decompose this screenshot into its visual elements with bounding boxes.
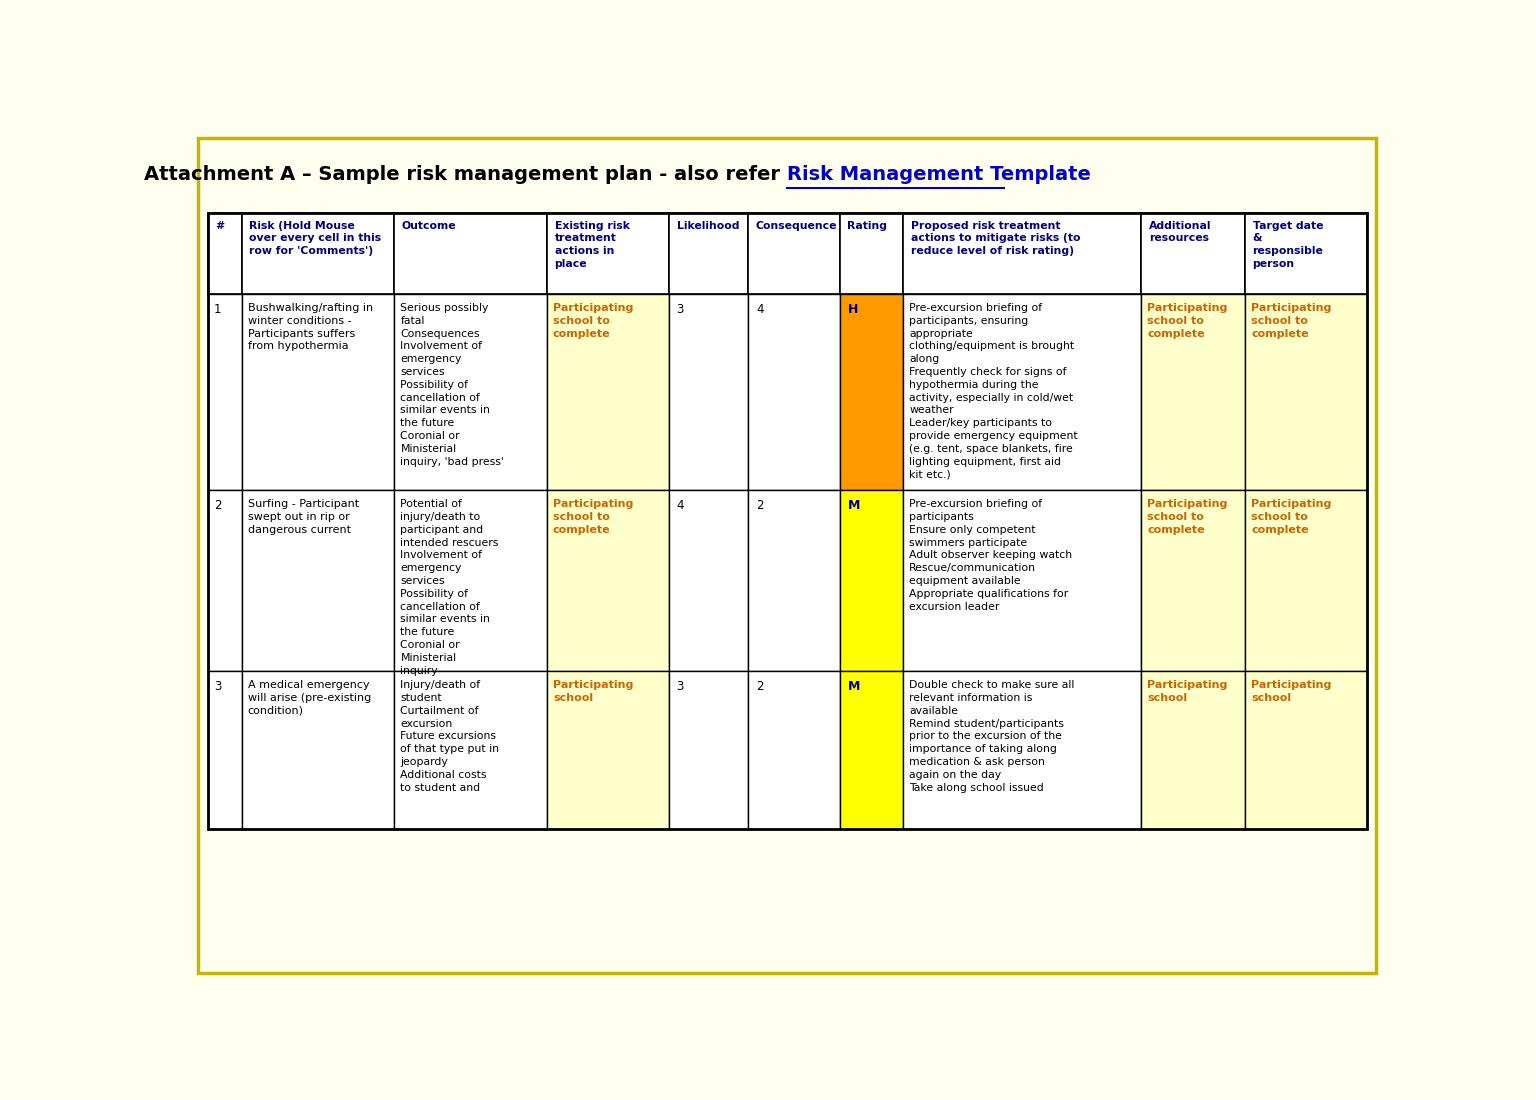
- Bar: [1141, 213, 1244, 294]
- Text: Rating: Rating: [848, 220, 888, 231]
- Text: Participating
school: Participating school: [1250, 680, 1332, 703]
- Bar: [748, 671, 840, 829]
- Text: Attachment A – Sample risk management plan - also refer: Attachment A – Sample risk management pl…: [144, 165, 786, 184]
- Text: Surfing - Participant
swept out in rip or
dangerous current: Surfing - Participant swept out in rip o…: [247, 499, 359, 535]
- Bar: [903, 671, 1141, 829]
- Text: #: #: [215, 220, 224, 231]
- Bar: [668, 491, 748, 671]
- Text: 1: 1: [214, 302, 221, 316]
- Text: Existing risk
treatment
actions in
place: Existing risk treatment actions in place: [554, 220, 630, 270]
- Bar: [1244, 213, 1367, 294]
- Text: Pre-excursion briefing of
participants
Ensure only competent
swimmers participat: Pre-excursion briefing of participants E…: [909, 499, 1072, 612]
- Bar: [1244, 294, 1367, 491]
- Text: 3: 3: [676, 680, 684, 693]
- Bar: [547, 213, 668, 294]
- Bar: [748, 294, 840, 491]
- Text: Consequence: Consequence: [756, 220, 837, 231]
- Bar: [1141, 671, 1244, 829]
- Text: Serious possibly
fatal
Consequences
Involvement of
emergency
services
Possibilit: Serious possibly fatal Consequences Invo…: [401, 302, 504, 466]
- Bar: [395, 671, 547, 829]
- Bar: [840, 671, 903, 829]
- Bar: [241, 671, 395, 829]
- Bar: [903, 491, 1141, 671]
- Text: A medical emergency
will arise (pre-existing
condition): A medical emergency will arise (pre-exis…: [247, 680, 372, 716]
- Bar: [748, 491, 840, 671]
- Bar: [1141, 294, 1244, 491]
- Bar: [840, 294, 903, 491]
- Bar: [241, 294, 395, 491]
- Text: Participating
school to
complete: Participating school to complete: [1250, 499, 1332, 535]
- Text: Proposed risk treatment
actions to mitigate risks (to
reduce level of risk ratin: Proposed risk treatment actions to mitig…: [911, 220, 1080, 256]
- Bar: [547, 294, 668, 491]
- Text: 2: 2: [756, 499, 763, 513]
- Text: Participating
school: Participating school: [1147, 680, 1227, 703]
- Text: Participating
school: Participating school: [553, 680, 633, 703]
- Text: Participating
school to
complete: Participating school to complete: [553, 302, 633, 339]
- Bar: [668, 671, 748, 829]
- Bar: [1244, 671, 1367, 829]
- Text: Additional
resources: Additional resources: [1149, 220, 1212, 243]
- Text: Potential of
injury/death to
participant and
intended rescuers
Involvement of
em: Potential of injury/death to participant…: [401, 499, 499, 675]
- Text: Outcome: Outcome: [402, 220, 456, 231]
- Bar: [241, 213, 395, 294]
- Bar: [547, 671, 668, 829]
- Text: Participating
school to
complete: Participating school to complete: [1147, 302, 1227, 339]
- Bar: [840, 213, 903, 294]
- Bar: [547, 491, 668, 671]
- Bar: [903, 213, 1141, 294]
- Text: 3: 3: [676, 302, 684, 316]
- Bar: [748, 213, 840, 294]
- Text: 3: 3: [214, 680, 221, 693]
- Text: H: H: [848, 302, 857, 316]
- Text: 2: 2: [214, 499, 221, 513]
- Bar: [207, 213, 1367, 829]
- Text: Participating
school to
complete: Participating school to complete: [553, 499, 633, 535]
- Bar: [1141, 491, 1244, 671]
- Text: 2: 2: [756, 680, 763, 693]
- Bar: [207, 294, 241, 491]
- Text: Double check to make sure all
relevant information is
available
Remind student/p: Double check to make sure all relevant i…: [909, 680, 1075, 793]
- Text: Risk Management Template: Risk Management Template: [786, 165, 1091, 184]
- Text: M: M: [848, 680, 860, 693]
- Bar: [395, 213, 547, 294]
- Text: 4: 4: [676, 499, 684, 513]
- Bar: [207, 491, 241, 671]
- Text: Pre-excursion briefing of
participants, ensuring
appropriate
clothing/equipment : Pre-excursion briefing of participants, …: [909, 302, 1078, 480]
- Bar: [840, 491, 903, 671]
- Text: Participating
school to
complete: Participating school to complete: [1147, 499, 1227, 535]
- Bar: [241, 491, 395, 671]
- Text: M: M: [848, 499, 860, 513]
- Text: Injury/death of
student
Curtailment of
excursion
Future excursions
of that type : Injury/death of student Curtailment of e…: [401, 680, 499, 793]
- Bar: [395, 491, 547, 671]
- Text: Bushwalking/rafting in
winter conditions -
Participants suffers
from hypothermia: Bushwalking/rafting in winter conditions…: [247, 302, 373, 351]
- Bar: [903, 294, 1141, 491]
- Bar: [1244, 491, 1367, 671]
- Bar: [207, 213, 241, 294]
- Bar: [207, 671, 241, 829]
- Text: Risk (Hold Mouse
over every cell in this
row for 'Comments'): Risk (Hold Mouse over every cell in this…: [249, 220, 381, 256]
- Bar: [668, 213, 748, 294]
- Text: 4: 4: [756, 302, 763, 316]
- Text: Participating
school to
complete: Participating school to complete: [1250, 302, 1332, 339]
- Bar: [668, 294, 748, 491]
- Text: Target date
&
responsible
person: Target date & responsible person: [1252, 220, 1324, 270]
- Text: Likelihood: Likelihood: [676, 220, 739, 231]
- Bar: [395, 294, 547, 491]
